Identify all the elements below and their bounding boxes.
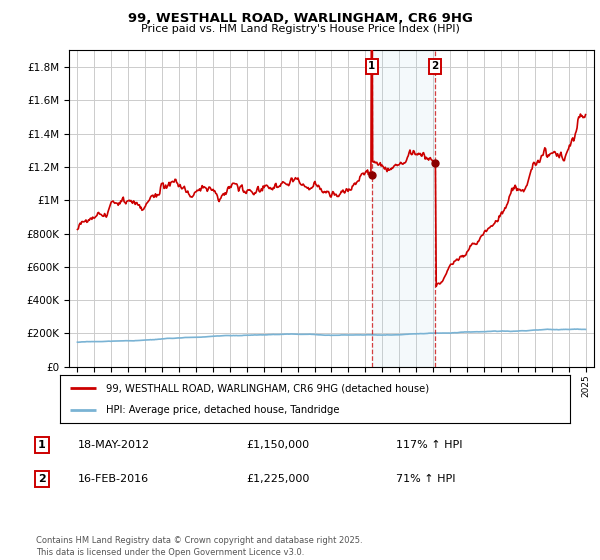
Text: 2: 2 xyxy=(431,62,439,72)
Text: 18-MAY-2012: 18-MAY-2012 xyxy=(78,440,150,450)
Text: £1,225,000: £1,225,000 xyxy=(246,474,310,484)
Text: 2: 2 xyxy=(38,474,46,484)
Text: 99, WESTHALL ROAD, WARLINGHAM, CR6 9HG (detached house): 99, WESTHALL ROAD, WARLINGHAM, CR6 9HG (… xyxy=(106,383,429,393)
Text: 1: 1 xyxy=(368,62,376,72)
Text: 71% ↑ HPI: 71% ↑ HPI xyxy=(396,474,455,484)
Text: 99, WESTHALL ROAD, WARLINGHAM, CR6 9HG: 99, WESTHALL ROAD, WARLINGHAM, CR6 9HG xyxy=(128,12,472,25)
Text: Price paid vs. HM Land Registry's House Price Index (HPI): Price paid vs. HM Land Registry's House … xyxy=(140,24,460,34)
Text: £1,150,000: £1,150,000 xyxy=(246,440,309,450)
Text: Contains HM Land Registry data © Crown copyright and database right 2025.
This d: Contains HM Land Registry data © Crown c… xyxy=(36,536,362,557)
Text: 1: 1 xyxy=(38,440,46,450)
Bar xyxy=(372,50,435,367)
Text: HPI: Average price, detached house, Tandridge: HPI: Average price, detached house, Tand… xyxy=(106,405,340,415)
Text: 16-FEB-2016: 16-FEB-2016 xyxy=(78,474,149,484)
Text: 117% ↑ HPI: 117% ↑ HPI xyxy=(396,440,463,450)
